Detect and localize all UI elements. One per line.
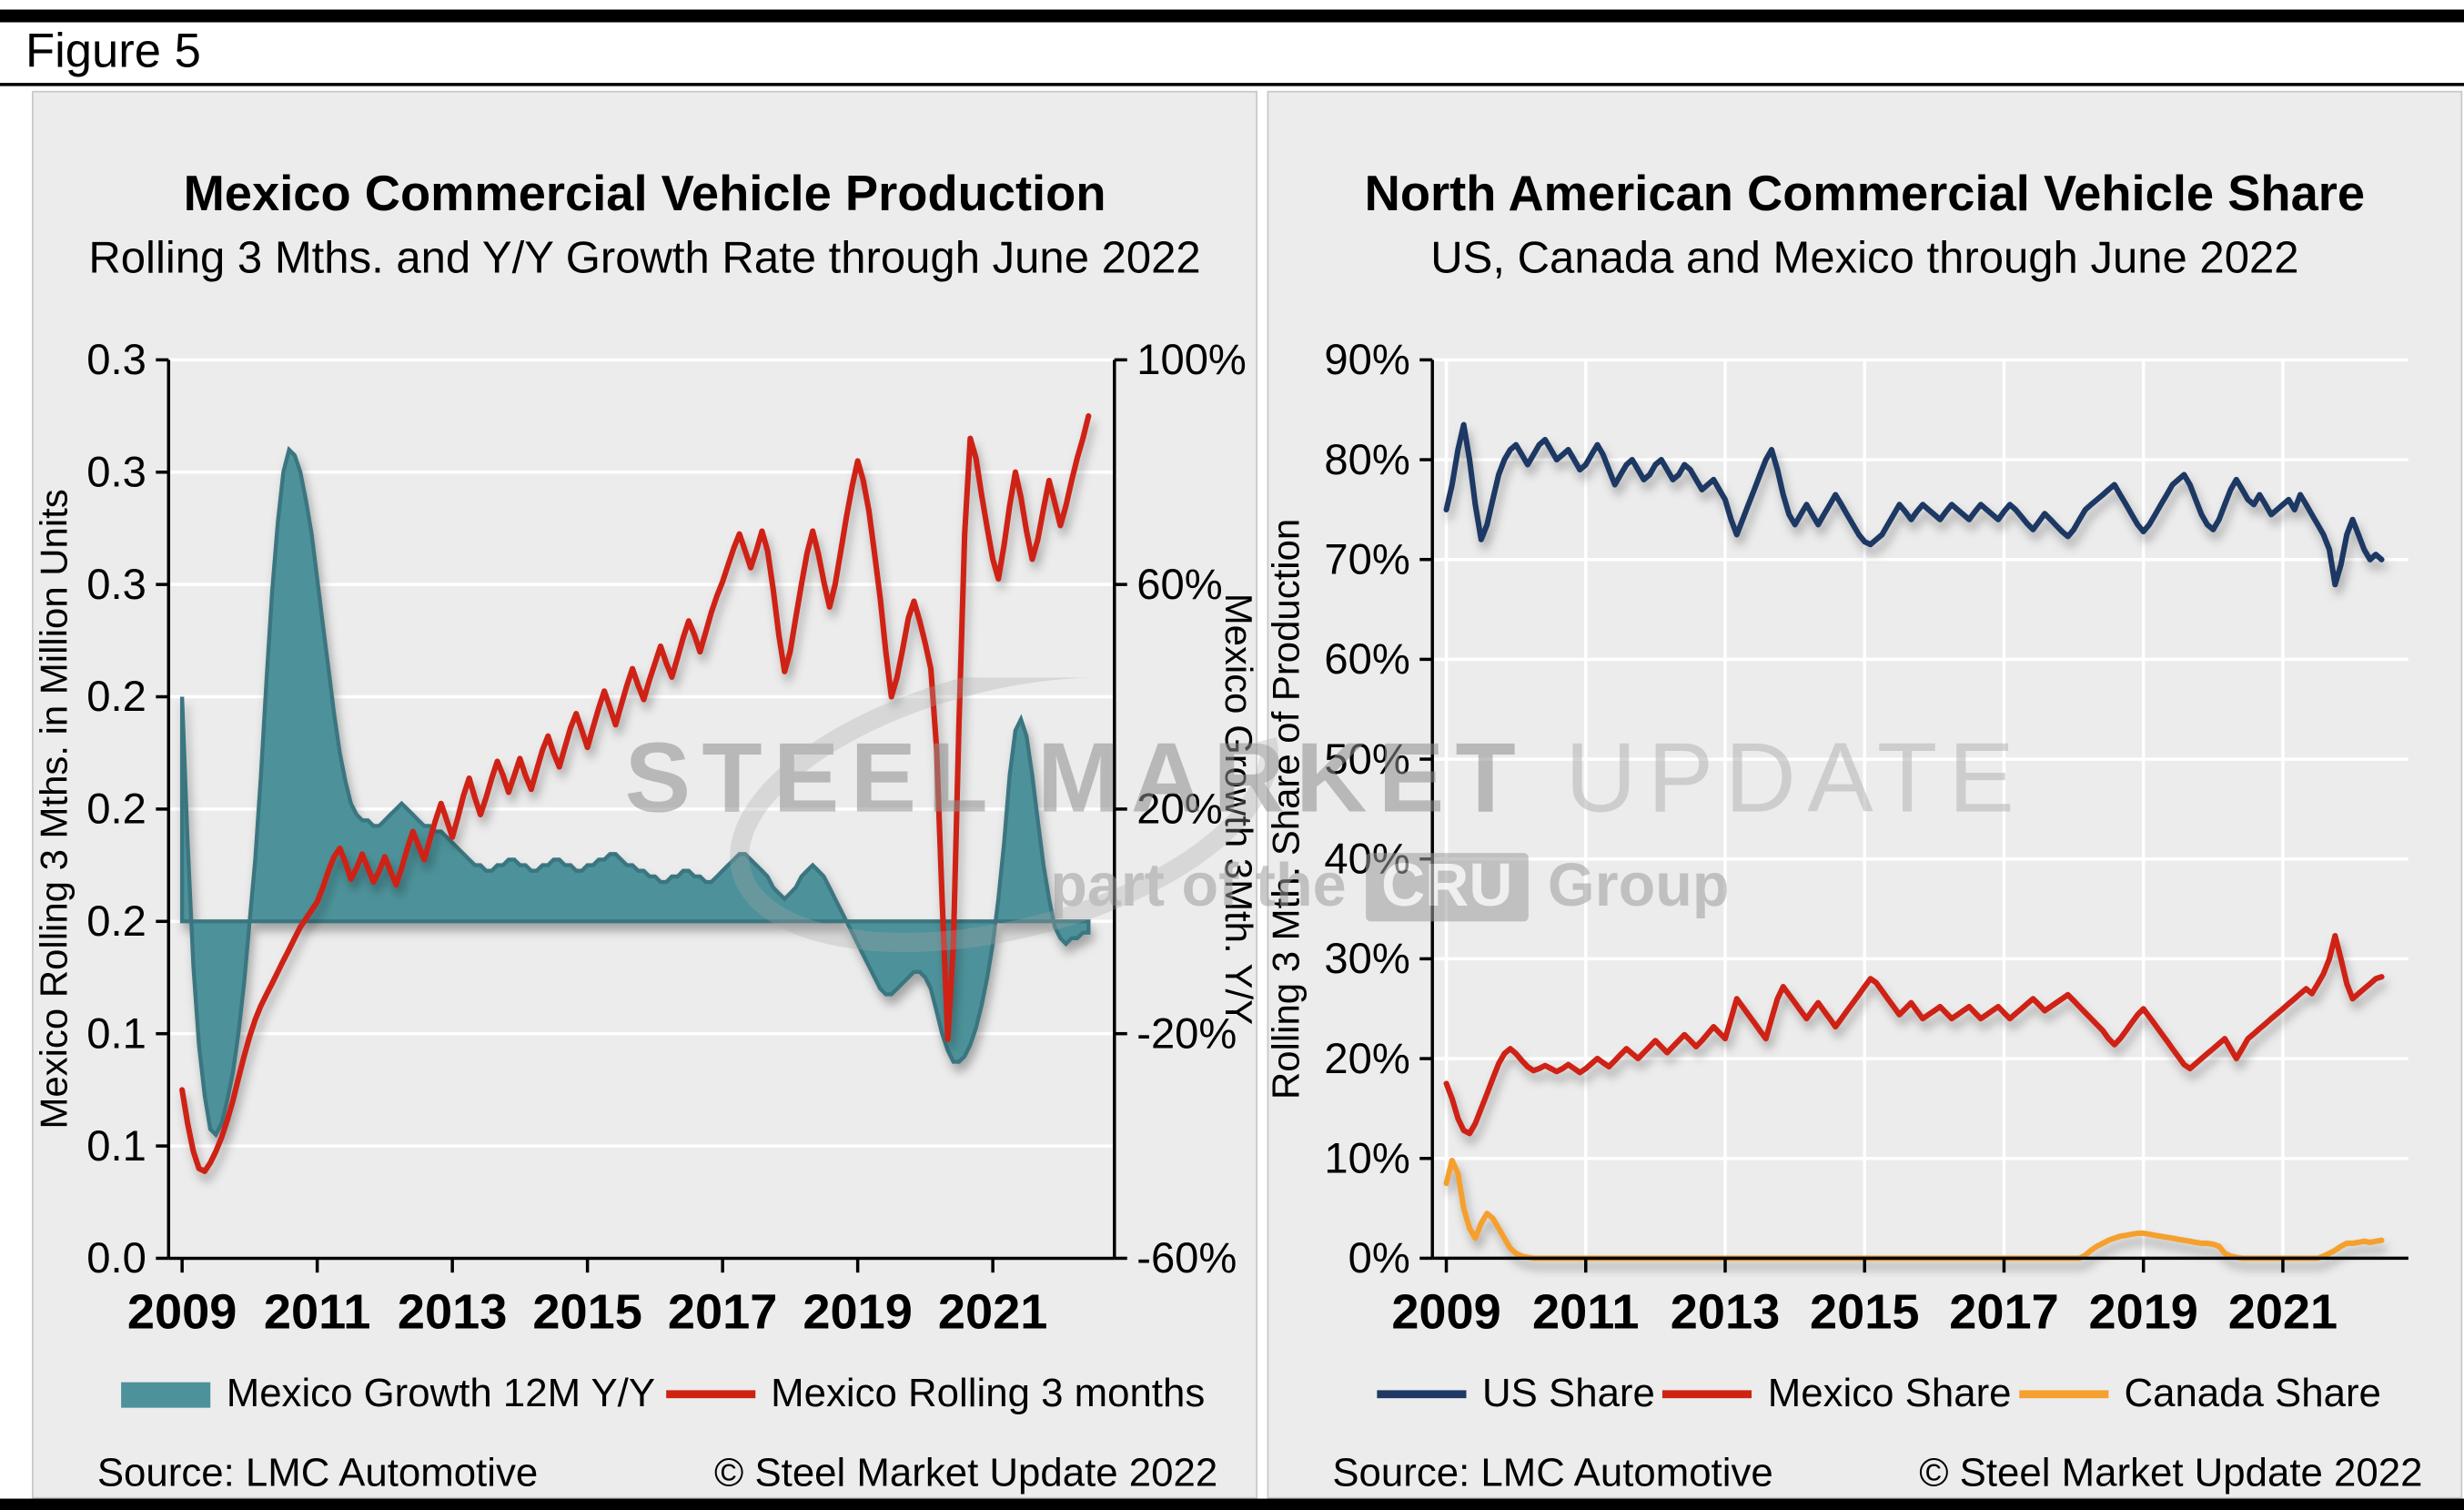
left-chart-title: Mexico Commercial Vehicle Production xyxy=(183,166,1106,222)
copyright-text: © Steel Market Update 2022 xyxy=(714,1450,1218,1496)
svg-text:0.3: 0.3 xyxy=(86,560,146,608)
svg-text:2017: 2017 xyxy=(1949,1284,2058,1339)
legend-label: Mexico Share xyxy=(1767,1371,2012,1416)
svg-text:30%: 30% xyxy=(1324,934,1409,982)
svg-text:0.2: 0.2 xyxy=(86,785,146,833)
svg-text:90%: 90% xyxy=(1324,335,1409,383)
source-text: Source: LMC Automotive xyxy=(96,1450,539,1496)
mexico-production-chart: 2009 2011 2013 2015 2017 2019 2021 0.0 0.1 0.1 0.2… xyxy=(34,335,1256,1339)
legend-item: Mexico Growth 12M Y/Y xyxy=(121,1371,655,1417)
mexico-growth-swatch xyxy=(121,1381,211,1407)
svg-text:50%: 50% xyxy=(1324,735,1409,783)
right-panel-footer: Source: LMC Automotive © Steel Market Up… xyxy=(1332,1451,2422,1497)
svg-text:10%: 10% xyxy=(1324,1133,1409,1181)
svg-text:60%: 60% xyxy=(1324,634,1409,683)
svg-text:2021: 2021 xyxy=(2228,1284,2338,1339)
left-chart-subtitle: Rolling 3 Mths. and Y/Y Growth Rate thro… xyxy=(88,232,1201,283)
mexico-share-swatch xyxy=(1662,1390,1752,1399)
legend-label: US Share xyxy=(1482,1371,1655,1416)
svg-text:60%: 60% xyxy=(1136,560,1222,608)
svg-text:20%: 20% xyxy=(1136,785,1222,833)
svg-text:2011: 2011 xyxy=(264,1284,370,1339)
svg-text:2011: 2011 xyxy=(1532,1284,1639,1339)
mexico-production-panel: 2009 2011 2013 2015 2017 2019 2021 0.0 0.1 0.1 0.2… xyxy=(32,90,1258,1499)
canada-share-swatch xyxy=(2018,1390,2108,1399)
source-text: Source: LMC Automotive xyxy=(1332,1450,1773,1496)
svg-text:40%: 40% xyxy=(1324,834,1409,882)
top-border-bar xyxy=(0,9,2464,23)
svg-text:0.1: 0.1 xyxy=(86,1121,146,1170)
svg-text:20%: 20% xyxy=(1324,1034,1409,1082)
svg-text:Rolling 3 Mth. Share of Produc: Rolling 3 Mth. Share of Production xyxy=(1268,519,1307,1100)
svg-text:2015: 2015 xyxy=(1810,1284,1919,1339)
svg-text:-20%: -20% xyxy=(1136,1008,1237,1057)
legend-label: Mexico Rolling 3 months xyxy=(771,1371,1206,1416)
svg-text:0.3: 0.3 xyxy=(86,447,146,495)
legend-item: Canada Share xyxy=(2018,1371,2381,1417)
right-chart-subtitle: US, Canada and Mexico through June 2022 xyxy=(1430,232,2299,283)
svg-text:80%: 80% xyxy=(1324,435,1409,483)
svg-text:2021: 2021 xyxy=(938,1284,1047,1339)
svg-text:Mexico Growth 3Mth. Y/Y: Mexico Growth 3Mth. Y/Y xyxy=(1217,593,1256,1025)
legend-item: Mexico Share xyxy=(1662,1371,2012,1417)
figure-label: Figure 5 xyxy=(25,25,201,78)
us-share-swatch xyxy=(1377,1390,1467,1399)
left-chart-legend: Mexico Growth 12M Y/Y Mexico Rolling 3 m… xyxy=(121,1371,1205,1417)
copyright-text: © Steel Market Update 2022 xyxy=(1919,1450,2423,1496)
svg-text:2013: 2013 xyxy=(1671,1284,1780,1339)
svg-text:70%: 70% xyxy=(1324,534,1409,583)
svg-text:2017: 2017 xyxy=(668,1284,777,1339)
svg-text:-60%: -60% xyxy=(1136,1233,1237,1282)
svg-text:Mexico Rolling 3 Mths. in Mill: Mexico Rolling 3 Mths. in Million Units xyxy=(34,489,76,1129)
svg-text:0.3: 0.3 xyxy=(86,335,146,383)
legend-item: US Share xyxy=(1377,1371,1655,1417)
legend-item: Mexico Rolling 3 months xyxy=(665,1371,1206,1417)
svg-text:2013: 2013 xyxy=(398,1284,507,1339)
legend-label: Canada Share xyxy=(2124,1371,2381,1416)
svg-text:2019: 2019 xyxy=(803,1284,912,1339)
svg-text:100%: 100% xyxy=(1136,335,1247,383)
na-share-panel: 2009 2011 2013 2015 2017 2019 2021 0% 10% 20% 30% 4… xyxy=(1267,90,2463,1499)
svg-text:2019: 2019 xyxy=(2088,1284,2197,1339)
svg-text:0%: 0% xyxy=(1348,1233,1410,1282)
mexico-rolling-swatch xyxy=(665,1390,755,1399)
right-chart-title: North American Commercial Vehicle Share xyxy=(1364,166,2366,222)
left-panel-footer: Source: LMC Automotive © Steel Market Up… xyxy=(97,1451,1217,1497)
legend-label: Mexico Growth 12M Y/Y xyxy=(226,1371,656,1416)
svg-text:0.1: 0.1 xyxy=(86,1008,146,1057)
svg-text:0.2: 0.2 xyxy=(86,672,146,720)
right-chart-legend: US Share Mexico Share Canada Share xyxy=(1377,1371,2381,1417)
bottom-border-bar xyxy=(0,1498,2464,1510)
na-share-chart: 2009 2011 2013 2015 2017 2019 2021 0% 10% 20% 30% 4… xyxy=(1268,335,2408,1339)
header-divider xyxy=(0,83,2464,86)
svg-text:2009: 2009 xyxy=(127,1284,237,1339)
svg-text:0.2: 0.2 xyxy=(86,897,146,945)
svg-text:2015: 2015 xyxy=(532,1284,641,1339)
svg-text:0.0: 0.0 xyxy=(86,1233,146,1282)
svg-text:2009: 2009 xyxy=(1391,1284,1500,1339)
